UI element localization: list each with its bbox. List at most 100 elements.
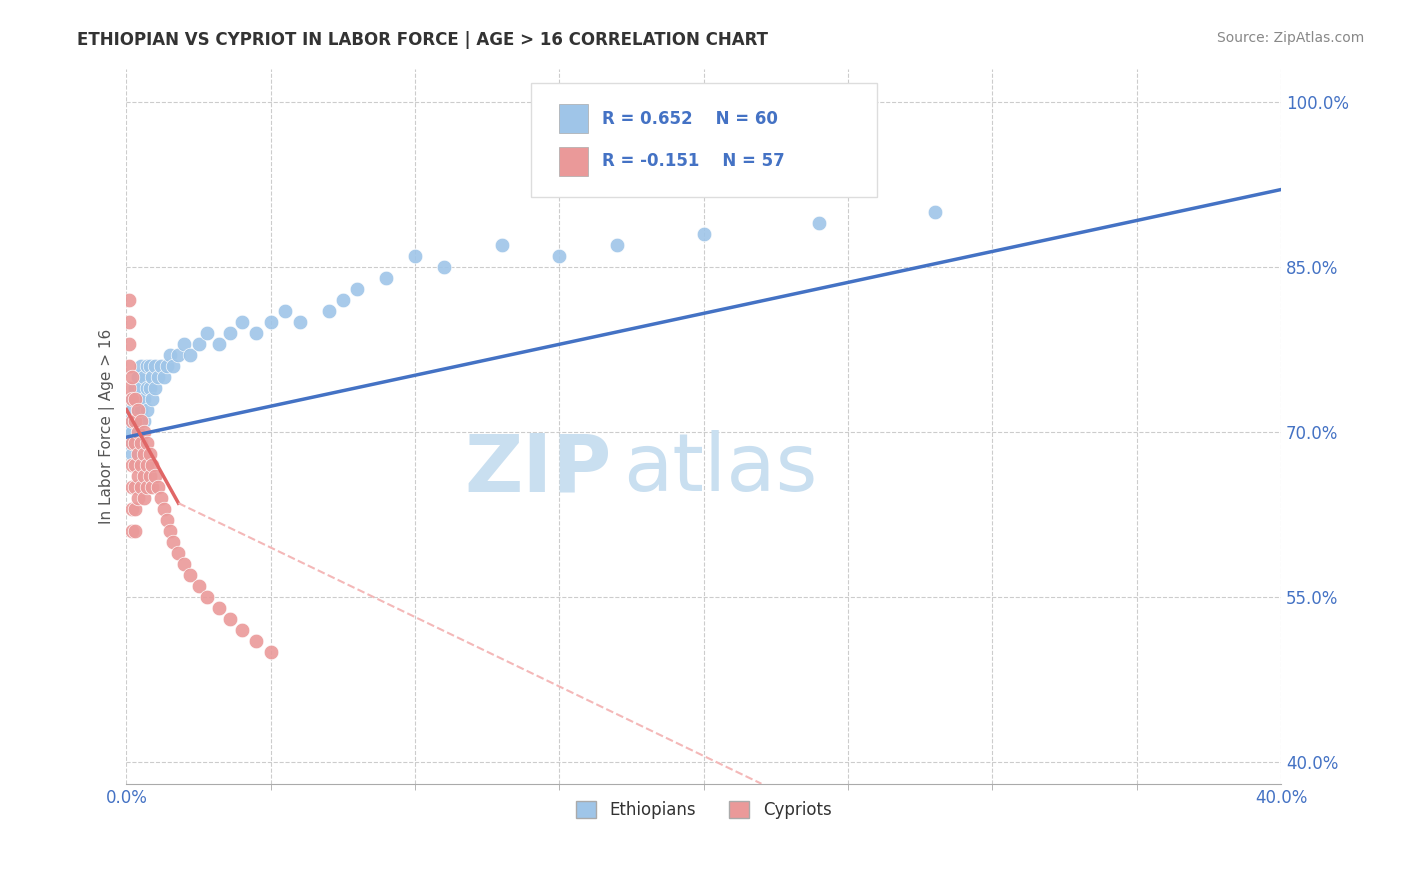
Point	[121, 425, 143, 439]
FancyBboxPatch shape	[530, 83, 877, 197]
Point	[121, 392, 143, 406]
Point	[121, 524, 143, 538]
Point	[124, 435, 146, 450]
Point	[156, 513, 179, 527]
Point	[127, 425, 149, 439]
Point	[121, 501, 143, 516]
Text: ZIP: ZIP	[464, 430, 612, 508]
Point	[124, 435, 146, 450]
Point	[808, 216, 831, 230]
Point	[132, 425, 155, 439]
Point	[260, 315, 283, 329]
Point	[148, 369, 170, 384]
Point	[162, 534, 184, 549]
Point	[138, 468, 160, 483]
Point	[195, 590, 218, 604]
Point	[124, 381, 146, 395]
Point	[121, 458, 143, 472]
Point	[159, 524, 181, 538]
Point	[318, 303, 340, 318]
Point	[129, 359, 152, 373]
Text: R = 0.652    N = 60: R = 0.652 N = 60	[602, 110, 778, 128]
Point	[346, 282, 368, 296]
Point	[118, 425, 141, 439]
Point	[118, 381, 141, 395]
Point	[924, 204, 946, 219]
Point	[167, 348, 190, 362]
Point	[548, 249, 571, 263]
Point	[138, 381, 160, 395]
Point	[121, 480, 143, 494]
Point	[173, 557, 195, 571]
Point	[274, 303, 297, 318]
Point	[231, 623, 253, 637]
Point	[132, 468, 155, 483]
Point	[127, 491, 149, 505]
Text: Source: ZipAtlas.com: Source: ZipAtlas.com	[1216, 31, 1364, 45]
Point	[187, 579, 209, 593]
Point	[143, 468, 166, 483]
Point	[138, 447, 160, 461]
Legend: Ethiopians, Cypriots: Ethiopians, Cypriots	[569, 794, 838, 825]
Point	[153, 501, 176, 516]
Point	[219, 326, 242, 340]
Point	[127, 468, 149, 483]
Point	[219, 612, 242, 626]
Point	[129, 480, 152, 494]
Point	[141, 458, 163, 472]
Point	[138, 359, 160, 373]
Point	[118, 293, 141, 307]
Point	[159, 348, 181, 362]
Point	[132, 447, 155, 461]
Point	[129, 458, 152, 472]
Point	[132, 414, 155, 428]
Point	[129, 381, 152, 395]
Point	[121, 369, 143, 384]
Point	[121, 402, 143, 417]
Point	[124, 501, 146, 516]
Point	[118, 315, 141, 329]
Point	[245, 633, 267, 648]
Point	[118, 359, 141, 373]
Point	[187, 336, 209, 351]
Point	[231, 315, 253, 329]
Point	[121, 392, 143, 406]
Point	[124, 524, 146, 538]
FancyBboxPatch shape	[560, 104, 588, 133]
Point	[129, 435, 152, 450]
Point	[143, 359, 166, 373]
Point	[121, 414, 143, 428]
Point	[141, 392, 163, 406]
Point	[124, 414, 146, 428]
Point	[124, 458, 146, 472]
Point	[129, 402, 152, 417]
Point	[173, 336, 195, 351]
Point	[491, 237, 513, 252]
Point	[135, 435, 157, 450]
Point	[135, 359, 157, 373]
Point	[143, 381, 166, 395]
Point	[135, 458, 157, 472]
Point	[124, 480, 146, 494]
Point	[124, 392, 146, 406]
Point	[208, 600, 231, 615]
Point	[129, 414, 152, 428]
Point	[127, 425, 149, 439]
Point	[121, 435, 143, 450]
Point	[135, 402, 157, 417]
Point	[141, 369, 163, 384]
Point	[693, 227, 716, 241]
Point	[118, 336, 141, 351]
Point	[167, 546, 190, 560]
Point	[179, 348, 201, 362]
Text: R = -0.151    N = 57: R = -0.151 N = 57	[602, 153, 785, 170]
Point	[162, 359, 184, 373]
Point	[132, 392, 155, 406]
Point	[124, 392, 146, 406]
Point	[148, 480, 170, 494]
Point	[127, 369, 149, 384]
Y-axis label: In Labor Force | Age > 16: In Labor Force | Age > 16	[100, 328, 115, 524]
Point	[260, 645, 283, 659]
Point	[132, 369, 155, 384]
Point	[121, 447, 143, 461]
